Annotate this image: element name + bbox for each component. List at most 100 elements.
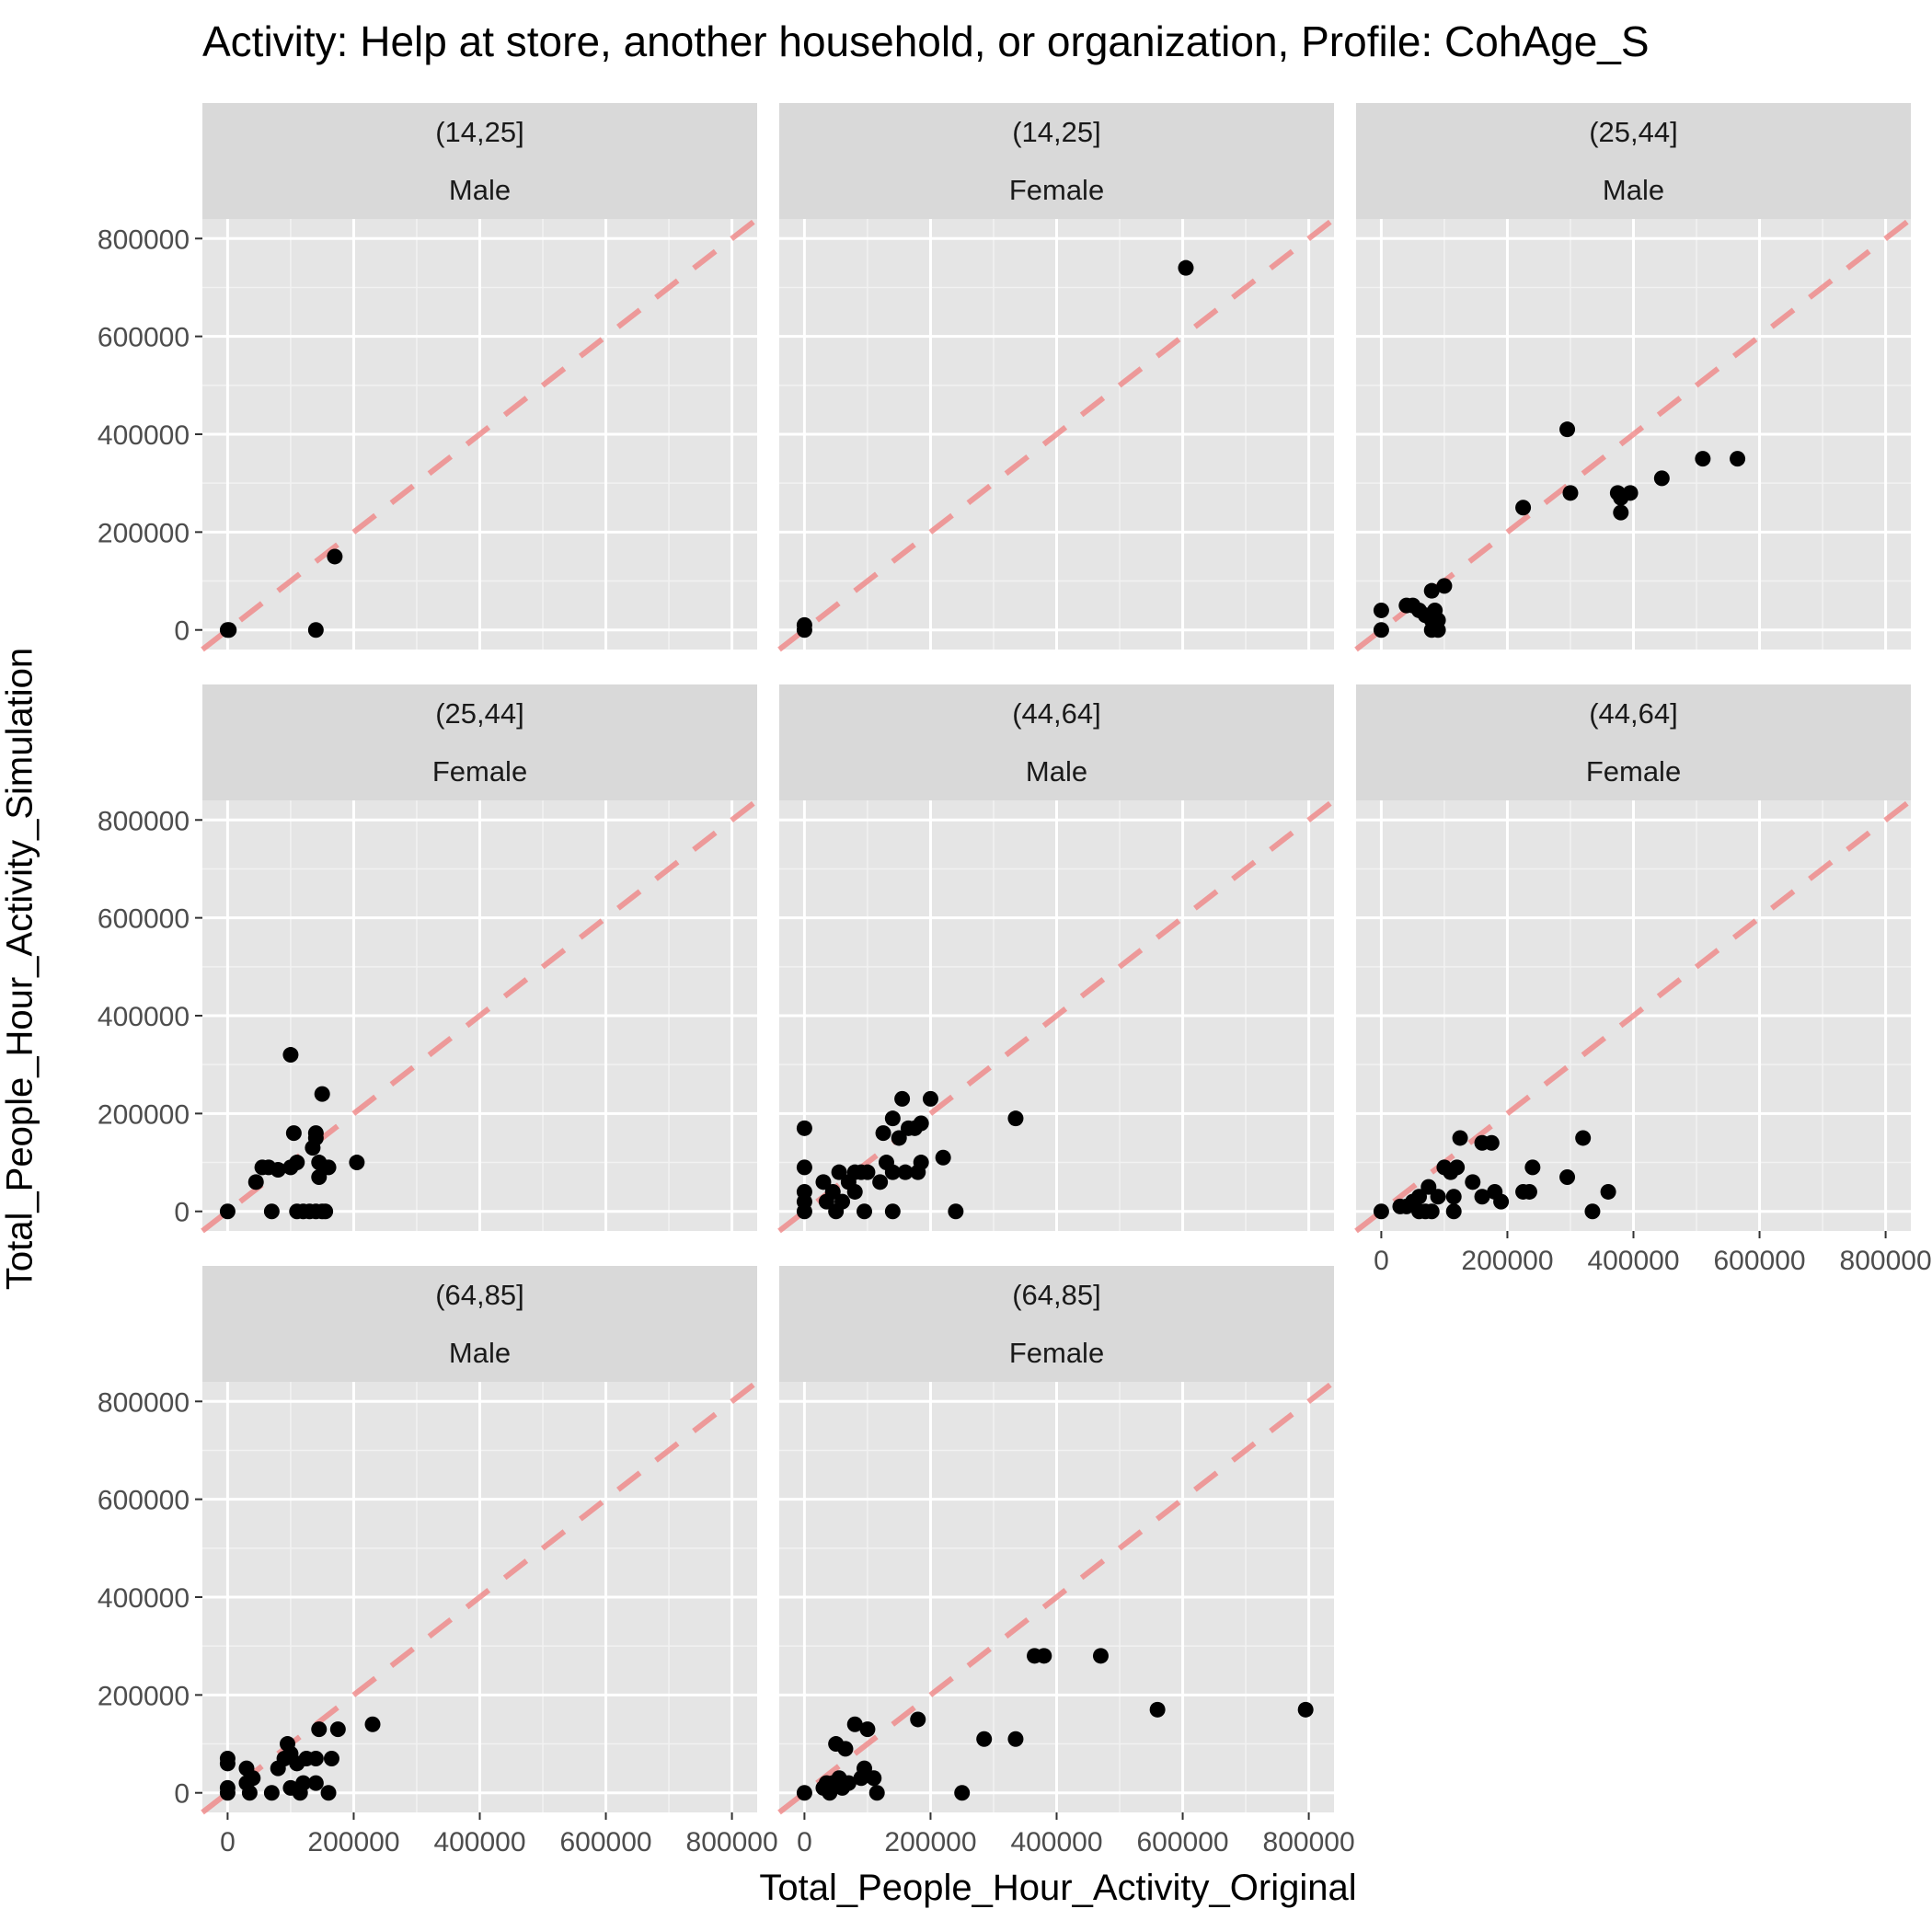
chart-title: Activity: Help at store, another househo… xyxy=(202,17,1650,65)
facet-strip-age xyxy=(779,684,1334,742)
facet-strip-sex xyxy=(202,742,757,800)
facet-strip-age xyxy=(779,103,1334,161)
x-tick-label: 800000 xyxy=(1840,1246,1932,1276)
y-tick-label: 600000 xyxy=(98,904,190,935)
facet-strip-age xyxy=(1356,103,1911,161)
data-point xyxy=(307,1751,324,1766)
facet-label-sex: Female xyxy=(1009,1337,1104,1369)
facet-label-sex: Male xyxy=(1603,174,1664,206)
data-point xyxy=(1149,1701,1166,1718)
data-point xyxy=(976,1731,993,1747)
data-point xyxy=(859,1164,876,1180)
data-point xyxy=(295,1775,312,1791)
data-point xyxy=(1474,1189,1490,1205)
identity-reference-line xyxy=(201,216,759,652)
x-tick-label: 0 xyxy=(1374,1246,1389,1276)
data-point xyxy=(796,1785,812,1801)
data-point xyxy=(1373,1203,1389,1220)
data-point xyxy=(285,1125,302,1142)
data-point xyxy=(910,1711,926,1728)
data-point xyxy=(1373,602,1389,618)
data-point xyxy=(307,622,324,638)
data-point xyxy=(796,1120,812,1136)
data-point xyxy=(314,1086,330,1102)
data-point xyxy=(263,1785,280,1801)
data-point xyxy=(1445,1189,1462,1205)
facet-strip-sex xyxy=(779,742,1334,800)
data-point xyxy=(1559,1169,1576,1185)
data-point xyxy=(857,1760,873,1777)
data-point xyxy=(263,1203,280,1220)
data-point xyxy=(1373,622,1389,638)
data-point xyxy=(857,1203,873,1220)
data-point xyxy=(884,1203,901,1220)
data-point xyxy=(897,1164,914,1180)
data-point xyxy=(311,1169,328,1185)
y-tick-label: 600000 xyxy=(98,1486,190,1516)
data-point xyxy=(1436,578,1453,594)
data-point xyxy=(1483,1134,1500,1151)
data-point xyxy=(922,1090,938,1107)
data-point xyxy=(1423,1203,1440,1220)
y-tick-label: 800000 xyxy=(98,1387,190,1418)
facet-label-sex: Male xyxy=(449,174,511,206)
facet-strip-sex xyxy=(779,161,1334,219)
data-point xyxy=(1007,1110,1024,1127)
data-point xyxy=(824,1183,841,1200)
data-point xyxy=(364,1716,381,1732)
data-point xyxy=(1559,421,1576,438)
data-point xyxy=(1600,1183,1616,1200)
facet-strip-sex xyxy=(202,161,757,219)
data-point xyxy=(1695,451,1711,467)
facet-strip-age xyxy=(1356,684,1911,742)
data-point xyxy=(954,1785,971,1801)
data-point xyxy=(323,1751,339,1766)
y-tick-label: 200000 xyxy=(98,518,190,548)
data-point xyxy=(846,1716,863,1732)
facet-label-age: (25,44] xyxy=(1589,116,1678,148)
data-point xyxy=(891,1130,907,1146)
data-point xyxy=(1452,1130,1468,1146)
data-point xyxy=(1092,1648,1109,1664)
data-point xyxy=(349,1155,365,1171)
data-point xyxy=(913,1155,929,1171)
data-point xyxy=(320,1159,337,1176)
facet-label-age: (44,64] xyxy=(1589,697,1678,730)
data-point xyxy=(1297,1701,1314,1718)
x-axis-title: Total_People_Hour_Activity_Original xyxy=(759,1868,1357,1908)
data-point xyxy=(884,1110,901,1127)
data-point xyxy=(241,1785,258,1801)
facet-strip-sex xyxy=(1356,742,1911,800)
data-point xyxy=(1449,1159,1466,1176)
data-point xyxy=(796,1183,812,1200)
y-tick-label: 200000 xyxy=(98,1681,190,1711)
facet-label-age: (64,85] xyxy=(435,1279,524,1311)
data-point xyxy=(219,1779,236,1796)
data-point xyxy=(327,548,343,565)
data-point xyxy=(1445,1203,1462,1220)
data-point xyxy=(884,1164,901,1180)
data-point xyxy=(1584,1203,1601,1220)
y-tick-label: 400000 xyxy=(98,420,190,451)
data-point xyxy=(796,1159,812,1176)
data-point xyxy=(834,1193,851,1210)
facet-strip-age xyxy=(202,103,757,161)
x-tick-label: 400000 xyxy=(433,1827,525,1857)
data-point xyxy=(1465,1174,1481,1190)
data-point xyxy=(1622,485,1639,501)
x-tick-label: 0 xyxy=(220,1827,236,1857)
x-tick-label: 200000 xyxy=(884,1827,976,1857)
data-point xyxy=(1521,1183,1537,1200)
data-point xyxy=(1575,1130,1592,1146)
data-point xyxy=(221,622,237,638)
data-point xyxy=(1562,485,1579,501)
data-point xyxy=(868,1785,885,1801)
facet-strip-sex xyxy=(202,1324,757,1382)
identity-reference-line xyxy=(777,216,1336,652)
data-point xyxy=(1423,582,1440,599)
y-tick-label: 800000 xyxy=(98,224,190,255)
y-axis-title-wrapper: Total_People_Hour_Activity_Simulation xyxy=(0,327,41,1290)
y-tick-label: 800000 xyxy=(98,806,190,836)
data-point xyxy=(1007,1731,1024,1747)
y-tick-label: 0 xyxy=(174,1779,190,1810)
